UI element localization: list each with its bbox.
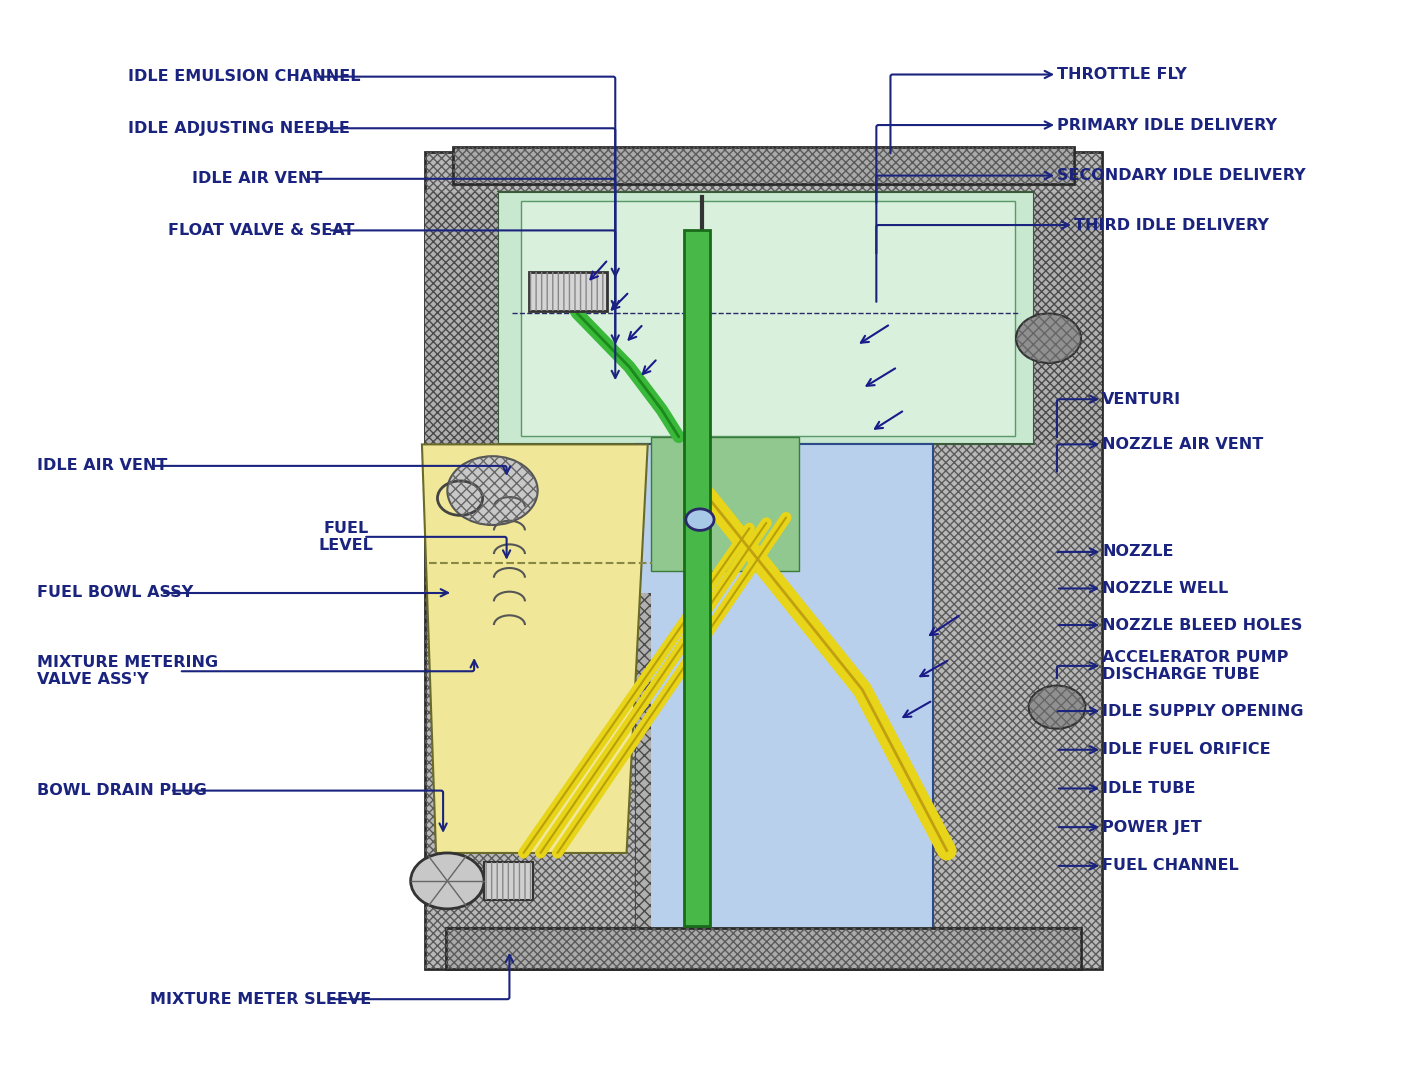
- Circle shape: [1017, 314, 1080, 363]
- Bar: [636, 444, 933, 950]
- Text: IDLE EMULSION CHANNEL: IDLE EMULSION CHANNEL: [129, 69, 361, 84]
- Text: PRIMARY IDLE DELIVERY: PRIMARY IDLE DELIVERY: [1058, 118, 1277, 133]
- Bar: [424, 152, 1102, 969]
- Text: FUEL BOWL ASSY: FUEL BOWL ASSY: [37, 585, 192, 600]
- Text: IDLE AIR VENT: IDLE AIR VENT: [37, 458, 167, 473]
- Circle shape: [447, 456, 537, 525]
- Bar: [452, 147, 1073, 184]
- Text: NOZZLE AIR VENT: NOZZLE AIR VENT: [1102, 437, 1263, 452]
- Text: FUEL CHANNEL: FUEL CHANNEL: [1102, 858, 1239, 873]
- Bar: [636, 593, 650, 969]
- Bar: [424, 152, 1102, 969]
- Text: IDLE TUBE: IDLE TUBE: [1102, 780, 1196, 796]
- Text: IDLE FUEL ORIFICE: IDLE FUEL ORIFICE: [1102, 743, 1271, 757]
- Bar: [529, 273, 607, 312]
- Bar: [1035, 192, 1102, 444]
- Text: THROTTLE FLY: THROTTLE FLY: [1058, 67, 1186, 82]
- Text: NOZZLE BLEED HOLES: NOZZLE BLEED HOLES: [1102, 618, 1302, 633]
- Text: POWER JET: POWER JET: [1102, 819, 1202, 834]
- Text: SECONDARY IDLE DELIVERY: SECONDARY IDLE DELIVERY: [1058, 168, 1305, 183]
- Text: IDLE AIR VENT: IDLE AIR VENT: [192, 171, 322, 186]
- Text: THIRD IDLE DELIVERY: THIRD IDLE DELIVERY: [1073, 218, 1268, 233]
- Text: MIXTURE METER SLEEVE: MIXTURE METER SLEEVE: [150, 992, 370, 1007]
- Bar: [684, 230, 710, 926]
- Circle shape: [410, 853, 484, 909]
- Text: FUEL
LEVEL: FUEL LEVEL: [320, 521, 373, 553]
- Bar: [498, 192, 1035, 444]
- Text: FLOAT VALVE & SEAT: FLOAT VALVE & SEAT: [168, 223, 355, 238]
- Text: IDLE SUPPLY OPENING: IDLE SUPPLY OPENING: [1102, 704, 1304, 719]
- Bar: [529, 273, 607, 312]
- Text: IDLE ADJUSTING NEEDLE: IDLE ADJUSTING NEEDLE: [129, 121, 351, 136]
- Bar: [445, 928, 1080, 969]
- Bar: [424, 192, 498, 444]
- Bar: [520, 202, 1015, 436]
- Polygon shape: [421, 444, 648, 853]
- Text: NOZZLE WELL: NOZZLE WELL: [1102, 581, 1229, 596]
- Circle shape: [1029, 686, 1085, 729]
- Text: MIXTURE METERING
VALVE ASS'Y: MIXTURE METERING VALVE ASS'Y: [37, 655, 218, 688]
- Bar: [484, 861, 533, 900]
- Circle shape: [686, 509, 714, 530]
- Bar: [452, 147, 1073, 184]
- Bar: [445, 928, 1080, 969]
- Text: VENTURI: VENTURI: [1102, 391, 1181, 406]
- Bar: [484, 861, 533, 900]
- Bar: [650, 437, 799, 571]
- Text: NOZZLE: NOZZLE: [1102, 544, 1174, 559]
- Text: BOWL DRAIN PLUG: BOWL DRAIN PLUG: [37, 783, 206, 798]
- Text: ACCELERATOR PUMP
DISCHARGE TUBE: ACCELERATOR PUMP DISCHARGE TUBE: [1102, 650, 1288, 682]
